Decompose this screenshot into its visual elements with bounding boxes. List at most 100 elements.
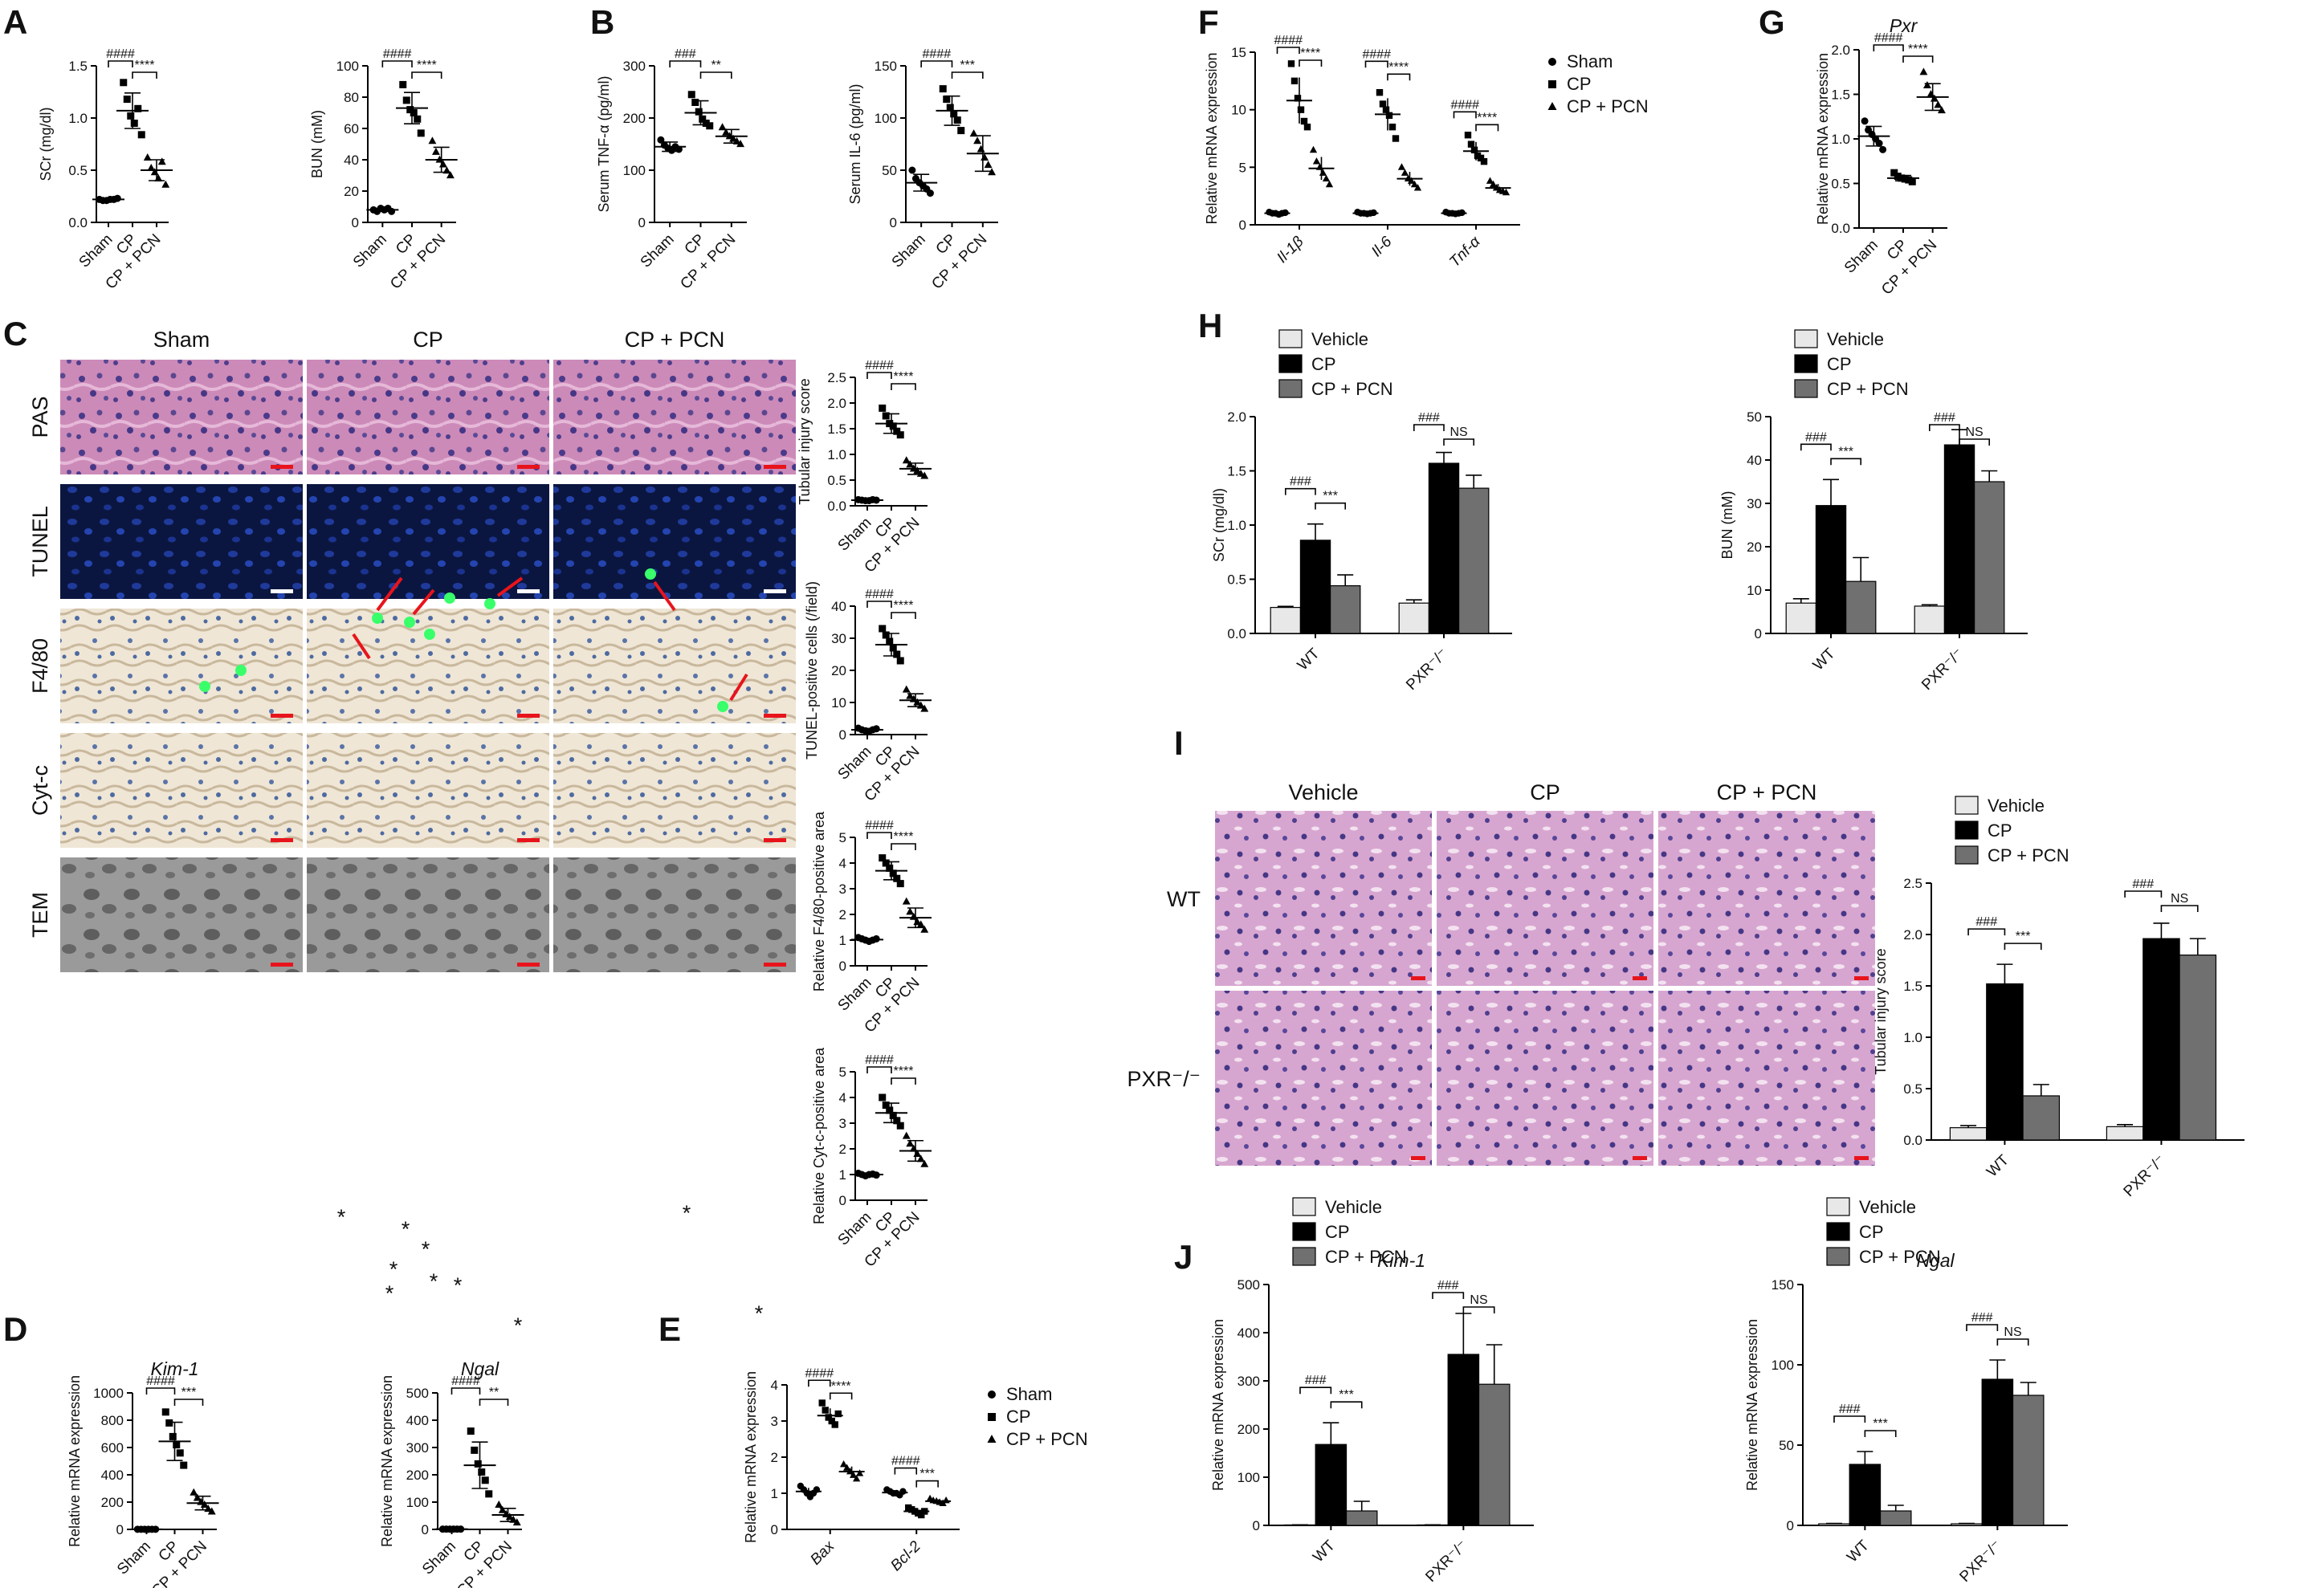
panel-label-c: C	[3, 315, 27, 352]
chart-d1-point-1-0	[161, 1408, 169, 1416]
panel-c-column-label-0: Sham	[153, 328, 210, 352]
panel-label-e: E	[658, 1310, 681, 1348]
chart-f-legend-label-0: Sham	[1567, 51, 1613, 71]
chart-e-ytick-label-1: 1	[771, 1486, 778, 1501]
chart-h1-sig-bracket-0	[1285, 487, 1316, 495]
chart-d-kim1: 0 200 400 600 800 1000 Relative mRNA expressio…	[67, 1358, 219, 1588]
chart-d2-ytick-label-5: 500	[406, 1386, 429, 1401]
panel-i-scale-bar-1-0	[1411, 1156, 1425, 1160]
chart-f-point-1-2-1	[1467, 140, 1475, 148]
chart-h2-xtick-label-1: PXR⁻/⁻	[1918, 645, 1967, 694]
chart-e-point-1-0-3	[828, 1417, 835, 1425]
chart-e-point-1-0-5	[834, 1410, 842, 1418]
chart-b2-point-1-1	[943, 96, 951, 104]
chart-c2-point-1-4	[893, 650, 901, 658]
panel-c-row-label-2: F4/80	[28, 638, 52, 694]
chart-i-ytick-label-2: 1.0	[1903, 1030, 1922, 1045]
chart-g-sig-bracket-0	[1873, 44, 1904, 51]
chart-h1-xtick-label-0: WT	[1295, 645, 1323, 674]
chart-j2-bar-2-0	[1879, 1510, 1912, 1526]
panel-i-image-0-0	[1215, 811, 1432, 986]
chart-g-point-0-0	[1861, 117, 1869, 125]
panel-c-image-3-1	[307, 733, 549, 848]
chart-a2-ytick-label-5: 100	[336, 59, 359, 74]
chart-h1-sig-label-2: ###	[1418, 411, 1440, 425]
chart-f-point-1-0-4	[1300, 117, 1308, 125]
chart-j1-sig-bracket-1	[1330, 1401, 1363, 1409]
chart-f-point-1-2-4	[1477, 154, 1485, 162]
chart-f-point-1-0-2	[1294, 95, 1302, 102]
panel-c-image-2-0	[60, 609, 303, 723]
chart-d2-point-1-0	[467, 1427, 475, 1435]
chart-i-sig-label-0: ###	[1975, 915, 1997, 929]
chart-j1-sig-label-2: ###	[1437, 1279, 1459, 1293]
chart-i-legend-swatch-0	[1955, 796, 1979, 815]
chart-a2-sig-bracket-0	[381, 60, 413, 67]
chart-a2-ytick-label-4: 80	[344, 90, 359, 105]
panel-c-scale-bar-4-2	[764, 963, 786, 967]
chart-a1-point-1-3	[130, 120, 138, 127]
chart-h1-legend-swatch-1	[1278, 354, 1303, 373]
chart-b2-point-2-4	[984, 161, 993, 169]
chart-h2-y-label: BUN (mM)	[1719, 491, 1735, 560]
chart-j1-ytick-label-0: 0	[1253, 1518, 1260, 1533]
chart-a1-point-1-2	[127, 112, 135, 120]
chart-b2-ytick-label-2: 100	[875, 111, 897, 126]
chart-b1-point-2-5	[736, 140, 745, 148]
chart-c1-ytick-label-3: 1.5	[827, 421, 846, 437]
chart-g-title: Pxr	[1890, 15, 1918, 36]
panel-c-image-3-0	[60, 733, 303, 848]
chart-g-xtick-label-2: CP + PCN	[1878, 237, 1940, 299]
chart-b1-point-1-2	[695, 108, 703, 116]
chart-j2-legend-label-2: CP + PCN	[1859, 1247, 1941, 1267]
chart-a1-ytick-label-3: 1.5	[68, 59, 88, 74]
chart-d1-point-2-5	[207, 1507, 216, 1515]
chart-d2-point-2-0	[495, 1500, 504, 1508]
chart-c1-ytick-label-5: 2.5	[827, 370, 846, 385]
chart-c1-sig-bracket-0	[866, 372, 892, 379]
panel-i-scale-bar-0-1	[1633, 976, 1647, 980]
chart-h1-ytick-label-4: 2.0	[1227, 409, 1246, 425]
panel-c-scale-bar-1-0	[271, 589, 293, 593]
chart-b2-point-1-3	[950, 110, 958, 118]
chart-h2-xtick-label-0: WT	[1810, 645, 1839, 674]
chart-d2-point-1-2	[474, 1460, 482, 1468]
chart-d1-title: Kim-1	[150, 1358, 198, 1379]
tunel-arrow-3	[496, 576, 524, 597]
chart-c1-sig-label-1: ****	[894, 370, 914, 384]
tem-mitochondria-asterisk-1: *	[402, 1217, 410, 1241]
chart-d1-ytick-label-2: 400	[101, 1468, 124, 1483]
chart-b2-point-2-0	[969, 129, 978, 137]
chart-e-sig-label-3: ***	[919, 1468, 935, 1481]
chart-j2-sig-label-3: NS	[2004, 1325, 2021, 1339]
panel-c-image-1-1	[307, 484, 549, 599]
chart-b1-ytick-label-3: 300	[623, 59, 646, 74]
chart-d1-point-1-3	[173, 1441, 181, 1449]
panel-i-row-label-0: WT	[1167, 887, 1201, 911]
chart-e-point-1-0-4	[831, 1421, 838, 1428]
chart-e-point-1-0-1	[822, 1407, 829, 1414]
chart-h1-bar-1-1	[1428, 462, 1460, 634]
chart-c4-point-1-5	[896, 1122, 904, 1130]
chart-c4-point-1-3	[889, 1111, 897, 1119]
chart-a2-point-1-3	[410, 109, 418, 116]
chart-e-point-2-0-5	[856, 1469, 864, 1476]
chart-j1-ytick-label-3: 300	[1237, 1374, 1260, 1389]
chart-d-ngal: 0 100 200 300 400 500 Relative mRNA expression…	[379, 1358, 524, 1588]
chart-j1-y-label: Relative mRNA expression	[1210, 1319, 1226, 1491]
panel-c-image-0-1	[307, 360, 549, 474]
chart-c2-y-label: TUNEL-positive cells (/field)	[804, 581, 820, 759]
tem-mitochondria-asterisk-5: *	[385, 1281, 394, 1305]
chart-c3-ytick-label-5: 5	[839, 830, 846, 845]
tunel-positive-cell-4	[235, 665, 247, 676]
chart-j1-bar-1-1	[1447, 1354, 1480, 1526]
chart-a1-point-1-1	[123, 96, 131, 104]
panel-c-row-label-0: PAS	[28, 396, 52, 438]
chart-h2-bar-0-0	[1785, 602, 1817, 634]
chart-c1-point-1-1	[882, 412, 890, 420]
chart-g-sig-bracket-1	[1902, 55, 1934, 63]
chart-e-sig-bracket-3	[915, 1480, 939, 1488]
